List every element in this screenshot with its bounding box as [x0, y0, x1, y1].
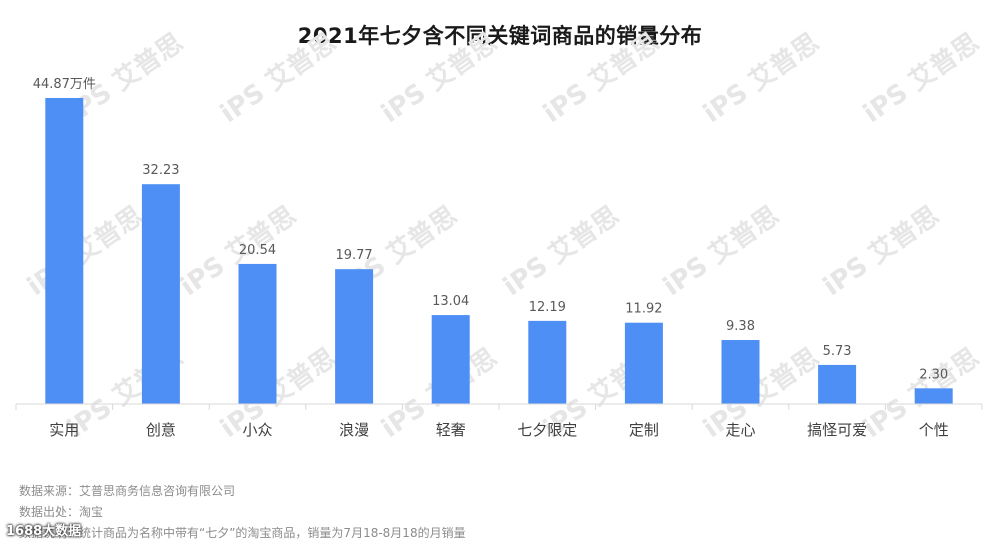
x-tick-label: 小众 [242, 421, 272, 439]
watermark-text: iPS 艾普思 [375, 27, 502, 129]
value-labels-layer: 44.87万件 32.23 20.54 19.77 13.04 12.19 11.92 9.3… [33, 77, 948, 382]
x-tick-label: 定制 [629, 421, 659, 439]
bar-8 [721, 340, 760, 404]
bars-layer [45, 98, 953, 404]
bar-4 [335, 269, 374, 404]
x-tick-label: 实用 [49, 421, 79, 439]
chart-title: 2021年七夕含不同关键词商品的销量分布 [297, 24, 703, 48]
source-note: 数据来源：艾普思商务信息咨询有限公司 [19, 484, 236, 498]
watermark-text: iPS 艾普思 [697, 27, 824, 129]
watermark-text: iPS 艾普思 [537, 27, 664, 129]
value-label: 12.19 [529, 300, 566, 315]
value-label: 32.23 [142, 163, 179, 178]
bar-10 [914, 388, 953, 404]
value-label: 19.77 [335, 248, 372, 263]
x-tick-label: 创意 [146, 421, 176, 439]
bar-5 [431, 315, 470, 404]
watermark-text: iPS 艾普思 [214, 342, 341, 444]
platform-note: 数据出处：淘宝 [19, 505, 104, 519]
bar-7 [624, 322, 663, 404]
watermark-text: iPS 艾普思 [817, 200, 944, 302]
watermark-text: iPS 艾普思 [21, 200, 148, 302]
value-label: 2.30 [919, 367, 948, 382]
watermark-text: iPS 艾普思 [697, 342, 824, 444]
bar-9 [818, 364, 857, 404]
value-label: 9.38 [726, 319, 755, 334]
x-tick-label: 七夕限定 [517, 421, 577, 439]
brand-overlay-logo: 1688大数据 [6, 524, 82, 539]
x-tick-label: 搞怪可爱 [807, 421, 867, 439]
x-tick-label: 轻奢 [436, 421, 466, 439]
data-note: 数据说明：统计商品为名称中带有“七夕”的淘宝商品，销量为7月18-8月18的月销… [19, 526, 466, 540]
value-label: 44.87万件 [33, 77, 96, 92]
x-tick-label: 个性 [919, 421, 949, 439]
value-label: 11.92 [625, 302, 662, 317]
watermark-text: iPS 艾普思 [857, 27, 984, 129]
bar-3 [238, 263, 277, 404]
value-label: 20.54 [239, 243, 276, 258]
bar-2 [141, 184, 180, 404]
watermark-text: iPS 艾普思 [497, 200, 624, 302]
x-tick-label: 浪漫 [339, 421, 369, 439]
watermark-text: iPS 艾普思 [657, 200, 784, 302]
footer-notes: 数据来源：艾普思商务信息咨询有限公司 数据出处：淘宝 数据说明：统计商品为名称中… [19, 481, 466, 544]
bar-1 [45, 98, 84, 404]
x-ticks-layer [15, 404, 983, 410]
x-tick-label: 走心 [725, 421, 755, 439]
x-labels-layer: 实用 创意 小众 浪漫 轻奢 七夕限定 定制 走心 搞怪可爱 个性 [49, 421, 948, 439]
value-label: 13.04 [432, 294, 469, 309]
bar-6 [528, 320, 567, 404]
value-label: 5.73 [823, 344, 852, 359]
watermark-text: iPS 艾普思 [214, 27, 341, 129]
